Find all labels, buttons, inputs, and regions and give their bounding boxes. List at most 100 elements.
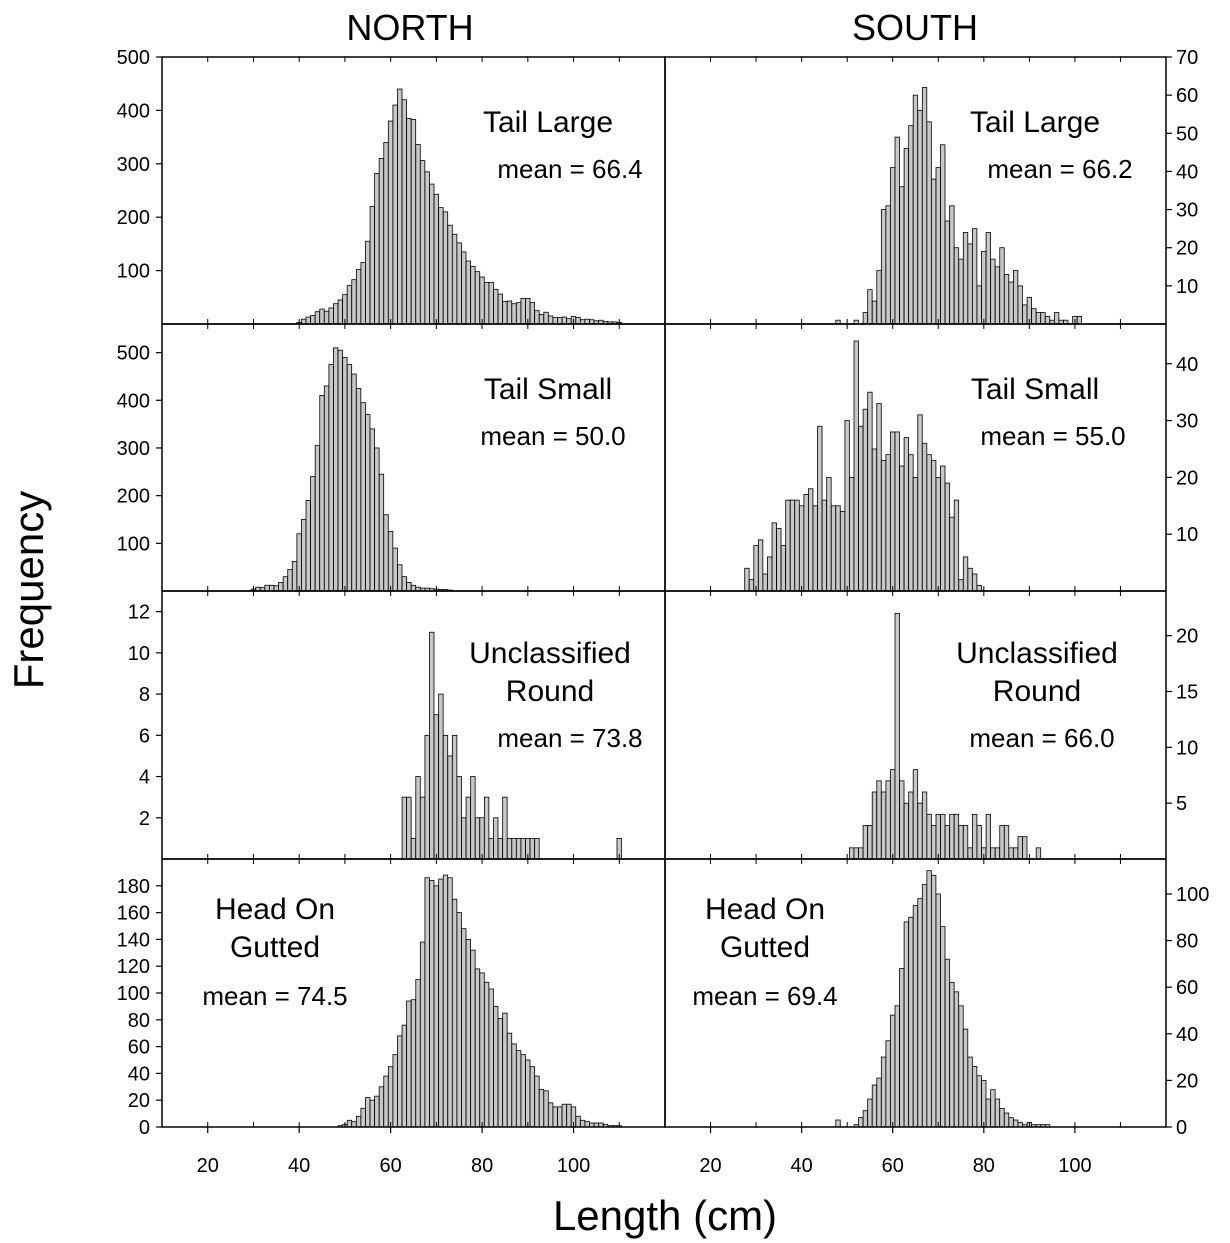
histogram-bar [976, 285, 982, 325]
histogram-bar [999, 1107, 1005, 1128]
panel-label: Unclassified [956, 637, 1118, 670]
x-tick-label: 60 [380, 1155, 402, 1177]
histogram-bar [972, 228, 978, 325]
histogram-bar [310, 315, 316, 325]
histogram-bar [465, 939, 471, 1128]
histogram-bar [383, 1075, 389, 1128]
histogram-bar [894, 1005, 900, 1128]
mean-label: mean = 50.0 [480, 421, 625, 451]
histogram-bar [538, 313, 545, 325]
histogram-bar [785, 499, 791, 592]
histogram-bar [557, 317, 563, 325]
panel-frame [664, 858, 1167, 1128]
histogram-bar [525, 1059, 531, 1128]
panel-north-0: 100 200 300 400 500 Tail Large mean = 66.4 [117, 47, 666, 325]
x-tick-label: 20 [699, 1155, 721, 1177]
histogram-bar [305, 500, 311, 592]
histogram-bar [474, 968, 481, 1128]
histogram-bar [365, 1097, 371, 1128]
histogram-bar [949, 205, 955, 325]
y-tick-label: 60 [1176, 977, 1198, 999]
histogram-bar [949, 982, 955, 1128]
histogram-bar [548, 1102, 554, 1128]
histogram-bar [406, 1000, 412, 1128]
histogram-bar [867, 289, 873, 325]
y-tick-label: 20 [1176, 467, 1198, 489]
histogram-bar [794, 499, 800, 592]
histogram-bar [926, 813, 932, 860]
histogram-bar [438, 878, 444, 1128]
histogram-bar [319, 395, 325, 592]
x-tick-label: 100 [1058, 1155, 1091, 1177]
histogram-bar [921, 87, 928, 325]
histogram-bar [342, 356, 348, 592]
histogram-bar [301, 519, 307, 592]
histogram-bar [351, 279, 357, 325]
histogram-bar [515, 1050, 522, 1128]
y-tick-label: 30 [1176, 200, 1198, 222]
histogram-bar [849, 476, 855, 592]
histogram-bar [378, 1086, 385, 1128]
histogram-bar [744, 567, 750, 592]
y-tick-label: 180 [117, 876, 150, 898]
histogram-bar [985, 1098, 991, 1128]
histogram-bar [1008, 1117, 1014, 1128]
histogram-bar [1003, 1112, 1010, 1128]
histogram-bar [351, 373, 357, 592]
histogram-bar [447, 755, 453, 860]
histogram-bar [351, 1121, 357, 1128]
histogram-bar [493, 817, 499, 860]
north-column-title: NORTH [346, 7, 473, 48]
histogram-bar [557, 1106, 563, 1128]
histogram-bar [410, 837, 417, 860]
histogram-bar [442, 211, 449, 325]
panel-label: Tail Small [971, 373, 1099, 406]
histogram-bar [310, 476, 316, 592]
mean-label: mean = 66.4 [497, 154, 642, 184]
histogram-bar [817, 425, 823, 592]
y-tick-label: 40 [1176, 354, 1198, 376]
y-tick-label: 60 [128, 1037, 150, 1059]
histogram-bar [433, 193, 439, 325]
x-tick-label: 80 [973, 1155, 995, 1177]
panel-label: Head On [215, 893, 335, 926]
histogram-bar [862, 1110, 868, 1128]
histogram-bar [419, 941, 426, 1128]
histogram-bar [880, 1056, 887, 1128]
histogram-bar [994, 1098, 1001, 1128]
histogram-bar [890, 167, 896, 325]
y-tick-label: 70 [1176, 47, 1198, 69]
histogram-bar [502, 796, 508, 860]
histogram-bar [935, 893, 941, 1128]
histogram-bar [410, 119, 417, 325]
panel-north-3: 0 20 40 60 80 100 120 140 160 180 20 40 60 80 100 Head … [117, 858, 666, 1177]
histogram-bar [985, 232, 991, 325]
y-tick-label: 0 [139, 1117, 150, 1139]
histogram-bar [844, 420, 850, 592]
histogram-bar [967, 243, 973, 325]
y-tick-label: 300 [117, 438, 150, 460]
y-tick-label: 20 [1176, 238, 1198, 260]
histogram-bar [931, 178, 937, 325]
histogram-bar [994, 847, 1001, 860]
histogram-bar [323, 385, 330, 592]
histogram-bar [958, 1005, 964, 1128]
panel-label: Head On [705, 893, 825, 926]
histogram-bar [511, 837, 517, 860]
histogram-bar [580, 1119, 586, 1128]
y-tick-label: 160 [117, 903, 150, 925]
histogram-bar [323, 310, 330, 325]
y-tick-label: 500 [117, 47, 150, 69]
histogram-bar [383, 514, 389, 592]
histogram-bar [534, 1075, 540, 1128]
histogram-bar [999, 247, 1005, 325]
histogram-bar [319, 308, 325, 325]
histogram-bar [415, 979, 421, 1128]
histogram-bar [903, 437, 909, 592]
histogram-bar [337, 299, 343, 325]
histogram-bar [908, 454, 914, 592]
histogram-bar [880, 791, 887, 860]
histogram-bar [369, 1099, 375, 1128]
x-tick-label: 100 [557, 1155, 590, 1177]
